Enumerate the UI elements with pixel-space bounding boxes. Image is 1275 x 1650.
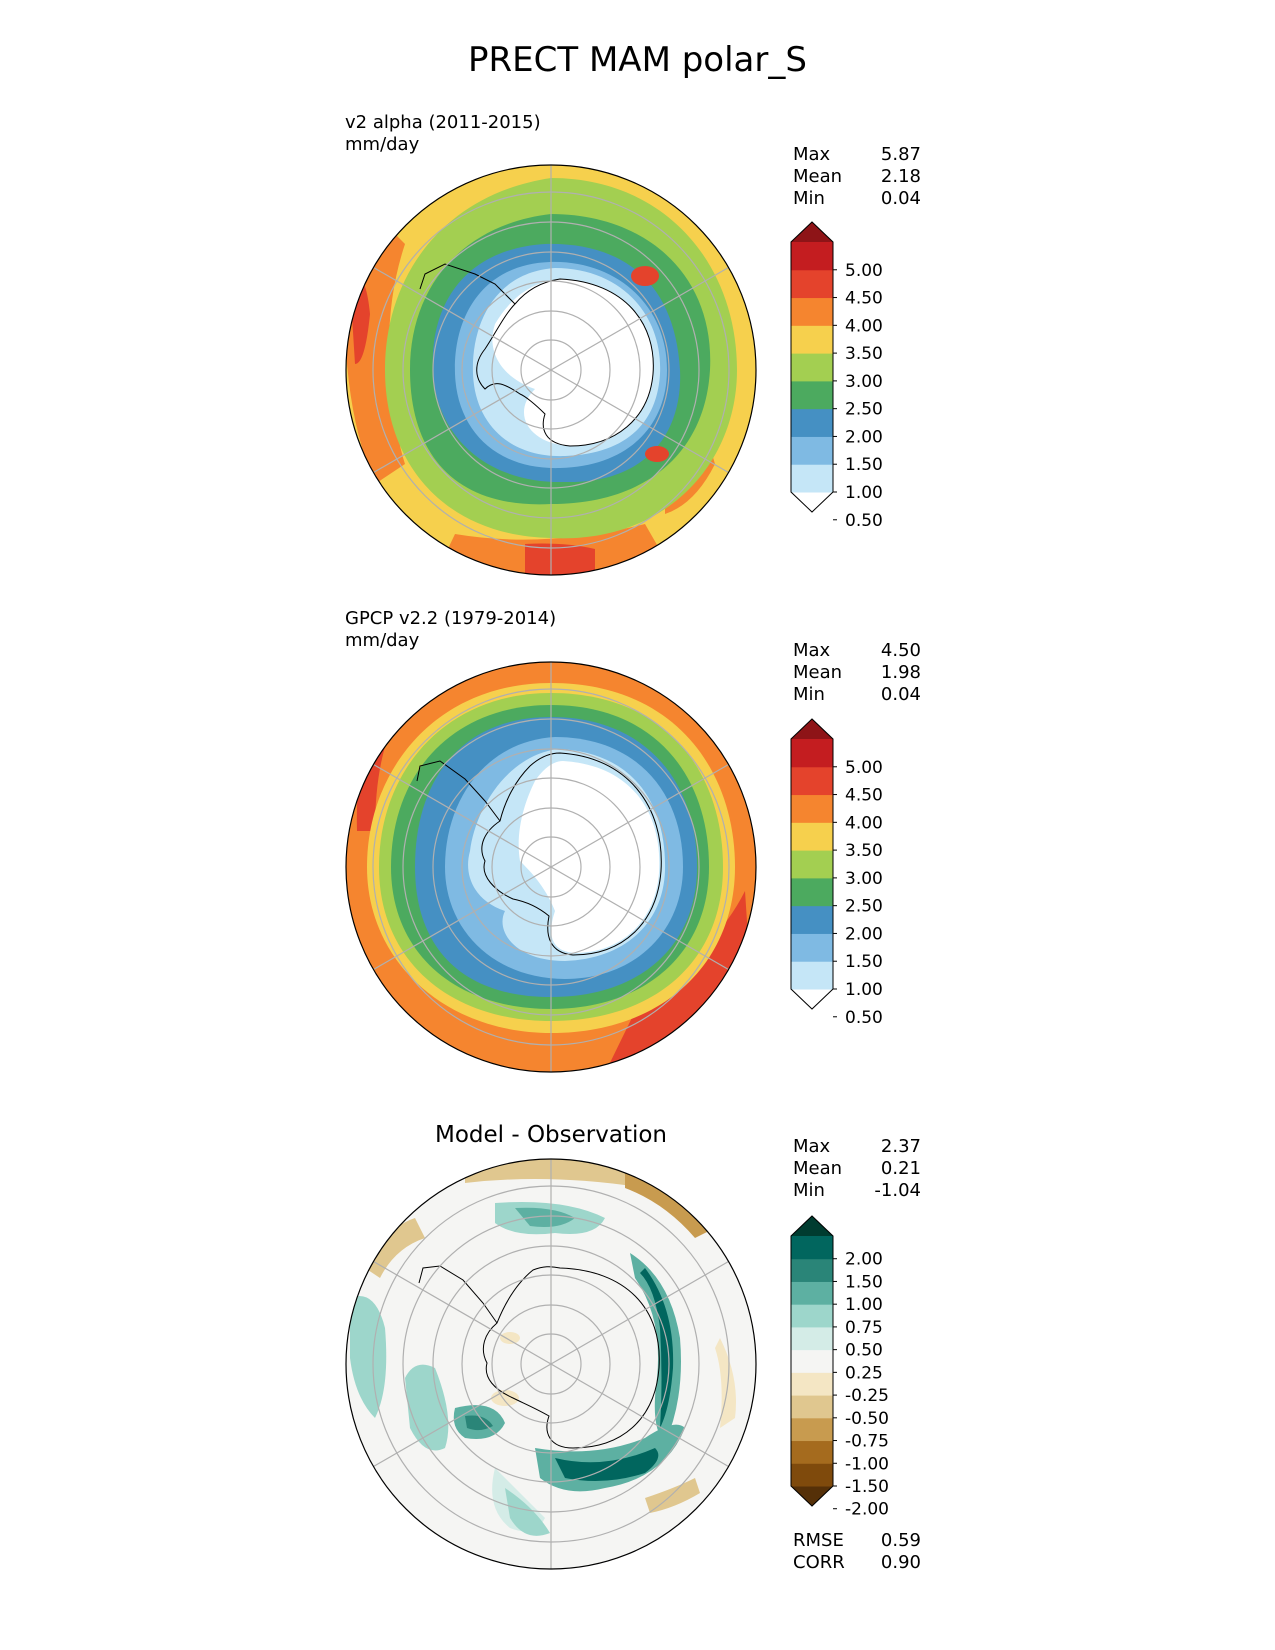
reference-title-line-1: GPCP v2.2 (1979-2014) [345, 608, 557, 629]
test-stat-max: Max 5.87 [793, 144, 921, 165]
colorbar-tick-label: 0.50 [845, 1008, 883, 1028]
test-colorbar: 5.00 4.50 4.00 3.50 3.00 2.50 2.00 1.50 1.00 0.50 [790, 221, 883, 531]
colorbar-tick-label: 5.00 [845, 758, 883, 778]
colorbar-tick-label: -0.75 [845, 1432, 889, 1452]
colorbar-segment [791, 408, 833, 437]
reference-stat-mean: Mean 1.98 [793, 662, 921, 683]
colorbar-tick-label: 0.75 [845, 1318, 883, 1338]
colorbar-segment [791, 766, 833, 796]
figure-title: PRECT MAM polar_S [468, 40, 807, 80]
colorbar-tick-label: 1.50 [845, 1272, 883, 1292]
test-polar-map [345, 164, 757, 576]
colorbar-segment [791, 1236, 833, 1260]
colorbar-segment [791, 1326, 833, 1351]
colorbar-segment [791, 739, 833, 768]
colorbar-tick-label: 2.00 [845, 1250, 883, 1270]
colorbar-tick-label: 0.50 [845, 511, 883, 531]
colorbar-tick-label: 2.50 [845, 897, 883, 917]
colorbar-segment [791, 1372, 833, 1396]
colorbar-tick-label: 0.50 [845, 1341, 883, 1361]
colorbar-tick-label: 3.50 [845, 841, 883, 861]
colorbar-tick-label: 3.00 [845, 372, 883, 392]
colorbar-segment [791, 1417, 833, 1442]
colorbar-segment [791, 325, 833, 354]
colorbar-tick-label: 2.00 [845, 427, 883, 447]
colorbar-segment [791, 961, 833, 990]
colorbar-tick-label: -2.00 [845, 1500, 889, 1520]
test-title-line-1: v2 alpha (2011-2015) [345, 112, 541, 133]
difference-panel-title: Model - Observation [434, 1122, 668, 1148]
colorbar-segment [791, 877, 833, 907]
colorbar-segment [791, 242, 833, 271]
colorbar-tick-label: 2.50 [845, 400, 883, 420]
colorbar-segment [791, 1281, 833, 1305]
test-stat-mean: Mean 2.18 [793, 166, 921, 187]
metric-rmse: RMSE 0.59 [793, 1530, 921, 1551]
reference-panel-title: GPCP v2.2 (1979-2014) mm/day [345, 608, 556, 652]
colorbar-tick-label: 3.50 [845, 344, 883, 364]
colorbar-segment [791, 1258, 833, 1282]
test-panel-title: v2 alpha (2011-2015) mm/day [345, 112, 541, 156]
colorbar-segment [791, 933, 833, 962]
colorbar-segment [791, 1395, 833, 1419]
colorbar-segment [791, 464, 833, 493]
colorbar-extend-bottom [791, 492, 833, 512]
test-units: mm/day [345, 134, 420, 155]
reference-colorbar: 5.00 4.50 4.00 3.50 3.00 2.50 2.00 1.50 1.00 0.50 [790, 718, 883, 1028]
test-stat-min: Min 0.04 [793, 188, 921, 209]
colorbar-tick-label: -1.50 [845, 1477, 889, 1497]
test-stats: Max 5.87 Mean 2.18 Min 0.04 [793, 144, 921, 210]
colorbar-tick-label: 1.50 [845, 455, 883, 475]
reference-stats: Max 4.50 Mean 1.98 Min 0.04 [793, 640, 921, 706]
colorbar-segment [791, 269, 833, 299]
colorbar-tick-label: 1.00 [845, 1295, 883, 1315]
colorbar-extend-top [791, 1216, 833, 1236]
metric-corr: CORR 0.90 [793, 1552, 921, 1573]
colorbar-extend-top [791, 222, 833, 242]
difference-stat-mean: Mean 0.21 [793, 1158, 921, 1179]
colorbar-tick-label: 3.00 [845, 869, 883, 889]
colorbar-tick-label: 2.00 [845, 924, 883, 944]
colorbar-tick-label: 1.00 [845, 980, 883, 1000]
colorbar-extend-bottom [791, 1486, 833, 1506]
colorbar-tick-label: -0.50 [845, 1409, 889, 1429]
difference-stats: Max 2.37 Mean 0.21 Min -1.04 [793, 1136, 921, 1202]
colorbar-segment [791, 1440, 833, 1464]
colorbar-tick-label: -0.25 [845, 1386, 889, 1406]
reference-units: mm/day [345, 630, 420, 651]
colorbar-segment [791, 794, 833, 823]
reference-stat-max: Max 4.50 [793, 640, 921, 661]
colorbar-tick-label: -1.00 [845, 1454, 889, 1474]
colorbar-segment [791, 297, 833, 326]
colorbar-segment [791, 850, 833, 879]
reference-stat-min: Min 0.04 [793, 684, 921, 705]
colorbar-tick-label: 4.00 [845, 813, 883, 833]
reference-polar-map [345, 661, 757, 1073]
colorbar-segment [791, 1304, 833, 1328]
colorbar-extend-bottom [791, 989, 833, 1009]
colorbar-tick-label: 4.50 [845, 289, 883, 309]
colorbar-segment [791, 1463, 833, 1487]
colorbar-segment [791, 353, 833, 382]
colorbar-segment [791, 905, 833, 934]
colorbar-tick-label: 5.00 [845, 261, 883, 281]
colorbar-segment [791, 1349, 833, 1373]
colorbar-tick-label: 4.00 [845, 316, 883, 336]
difference-stat-max: Max 2.37 [793, 1136, 921, 1157]
colorbar-tick-label: 4.50 [845, 786, 883, 806]
difference-stat-min: Min -1.04 [793, 1180, 921, 1201]
difference-colorbar: 2.001.501.000.750.500.25-0.25-0.50-0.75-… [790, 1215, 889, 1520]
colorbar-segment [791, 380, 833, 410]
difference-metrics: RMSE 0.59 CORR 0.90 [793, 1530, 921, 1574]
colorbar-tick-label: 1.00 [845, 483, 883, 503]
colorbar-segment [791, 436, 833, 465]
colorbar-tick-label: 1.50 [845, 952, 883, 972]
difference-polar-map [345, 1158, 757, 1570]
colorbar-extend-top [791, 719, 833, 739]
colorbar-segment [791, 822, 833, 851]
colorbar-tick-label: 0.25 [845, 1363, 883, 1383]
